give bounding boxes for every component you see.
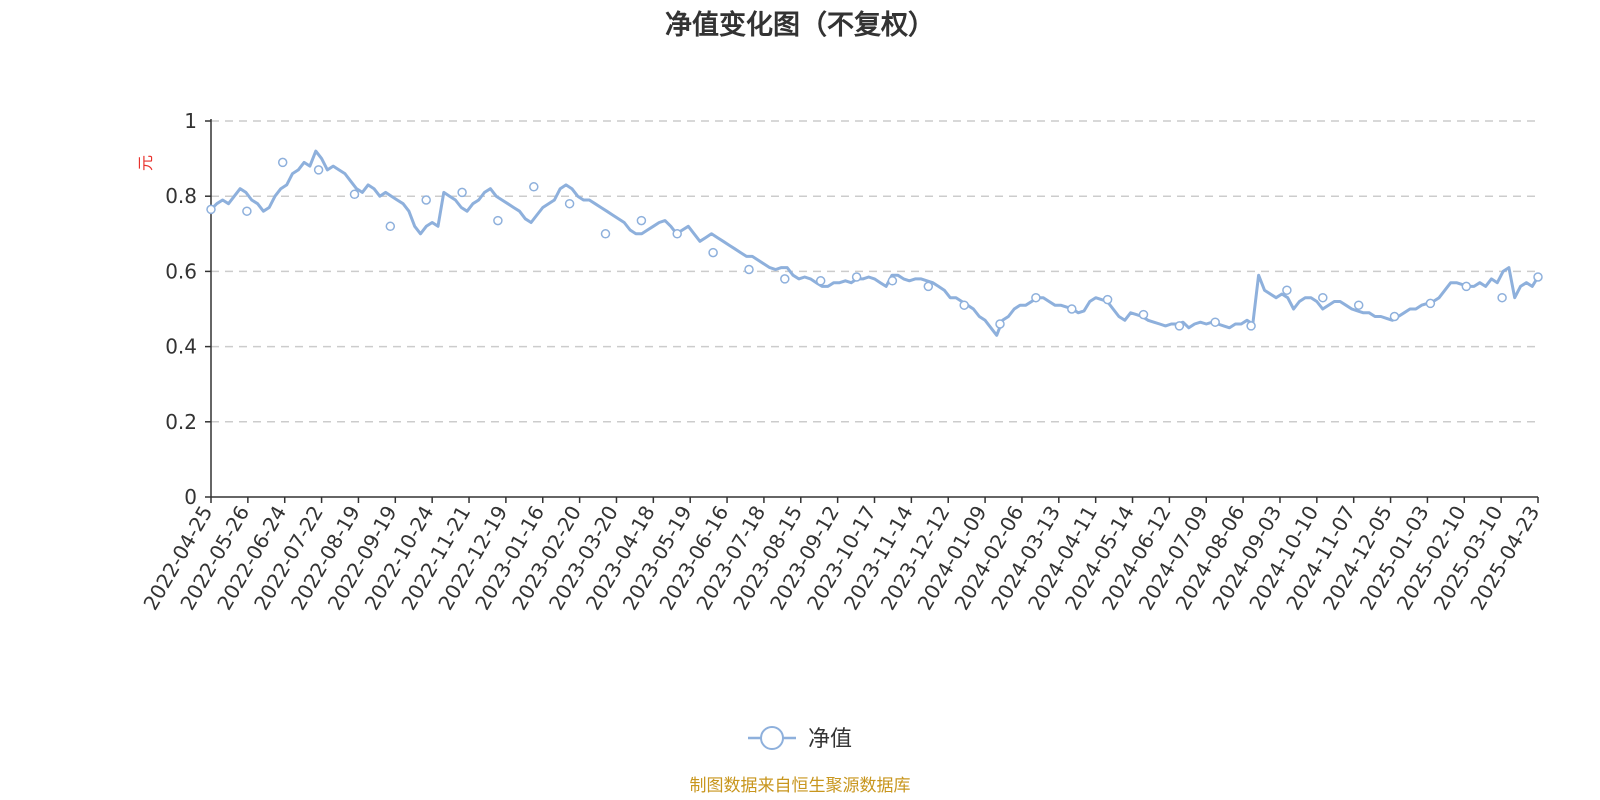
data-point-marker[interactable]: [1031, 292, 1041, 303]
data-point-marker[interactable]: [959, 300, 969, 310]
data-point-marker[interactable]: [1138, 309, 1149, 320]
y-tick-label: 0.8: [165, 184, 197, 208]
legend-series-label: 净值: [808, 727, 852, 752]
data-point-marker[interactable]: [385, 221, 396, 232]
data-point-marker[interactable]: [421, 195, 431, 205]
data-point-marker[interactable]: [744, 264, 754, 275]
data-point-marker[interactable]: [349, 189, 360, 200]
data-point-marker[interactable]: [708, 247, 718, 258]
chart-title: 净值变化图（不复权）: [665, 9, 935, 41]
data-point-marker[interactable]: [457, 187, 467, 198]
data-source-note: 制图数据来自恒生聚源数据库: [690, 776, 911, 796]
data-point-marker[interactable]: [1318, 292, 1328, 303]
series-line: [209, 149, 1540, 337]
y-tick-label: 0.4: [165, 335, 197, 359]
data-point-marker[interactable]: [1497, 292, 1507, 303]
x-axis: 2022-04-252022-05-262022-06-242022-07-22…: [138, 496, 1544, 614]
data-point-marker[interactable]: [1102, 294, 1113, 305]
data-point-marker[interactable]: [1389, 311, 1400, 322]
y-tick-label: 0.2: [165, 410, 197, 434]
data-point-marker[interactable]: [313, 165, 324, 175]
y-tick-label: 0: [184, 485, 197, 509]
data-point-marker[interactable]: [564, 198, 575, 209]
data-point-marker[interactable]: [1174, 321, 1185, 331]
data-point-marker[interactable]: [815, 276, 826, 286]
data-point-marker[interactable]: [206, 204, 216, 215]
grid-lines: [211, 120, 1538, 423]
y-tick-label: 1: [184, 109, 197, 133]
data-point-marker[interactable]: [780, 274, 790, 284]
data-point-marker[interactable]: [851, 272, 862, 282]
data-point-marker[interactable]: [529, 182, 539, 192]
data-point-marker[interactable]: [1210, 317, 1220, 327]
data-point-marker[interactable]: [1461, 281, 1472, 292]
y-tick-label: 0.6: [165, 259, 197, 283]
data-point-marker[interactable]: [1533, 272, 1543, 282]
data-point-marker[interactable]: [1353, 300, 1364, 310]
data-point-marker[interactable]: [923, 281, 934, 292]
data-point-marker[interactable]: [277, 157, 288, 168]
y-axis: 0 0.2 0.4 0.6 0.8 1: [165, 109, 212, 509]
data-point-marker[interactable]: [636, 215, 647, 226]
data-point-marker[interactable]: [1246, 321, 1256, 331]
data-point-marker[interactable]: [1425, 298, 1436, 309]
data-point-marker[interactable]: [493, 215, 503, 226]
data-point-marker[interactable]: [242, 206, 252, 216]
data-point-marker[interactable]: [1282, 285, 1292, 295]
y-axis-label: 元: [136, 155, 155, 171]
data-point-marker[interactable]: [600, 229, 611, 239]
data-point-marker[interactable]: [887, 276, 898, 286]
legend[interactable]: 净值: [748, 726, 852, 752]
data-point-marker[interactable]: [672, 229, 682, 239]
legend-circle-marker-icon: [760, 726, 784, 750]
data-point-marker[interactable]: [1067, 304, 1077, 314]
data-point-marker[interactable]: [995, 319, 1005, 329]
series-layer: [206, 149, 1543, 337]
